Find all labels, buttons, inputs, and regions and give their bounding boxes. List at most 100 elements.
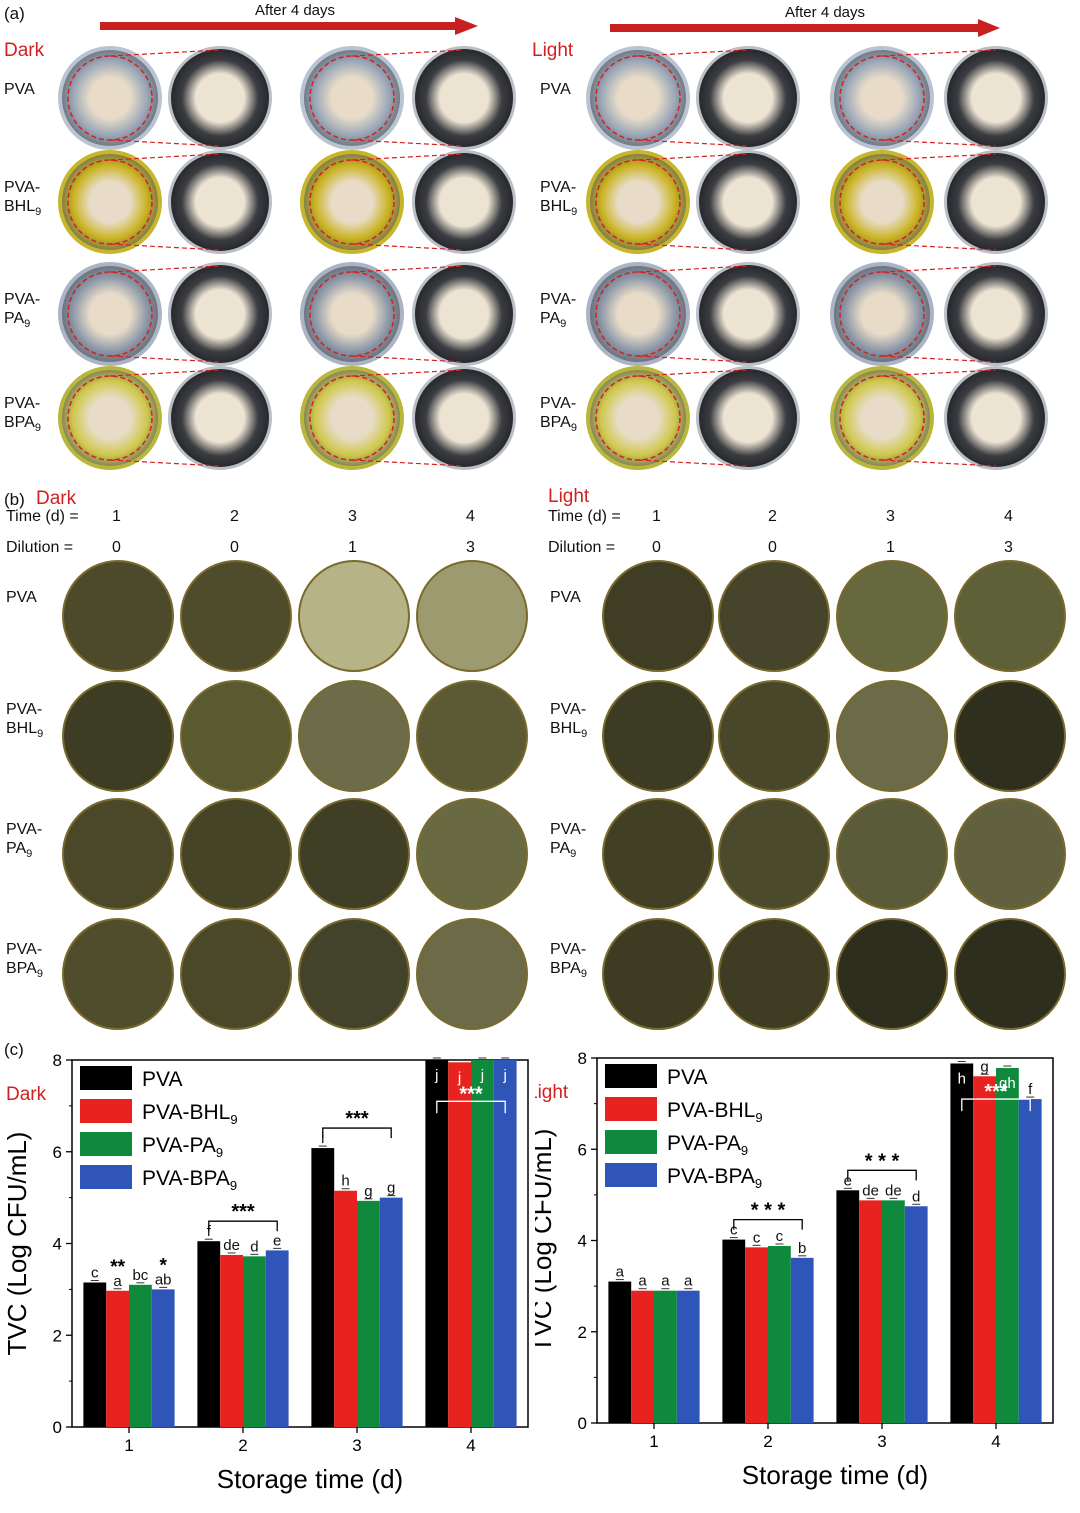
significance-letter: j [503,1067,507,1084]
time-label-dark: Time (d) = [6,508,79,525]
dilution-value-light-3: 3 [1004,539,1013,556]
agar-plate-dark-3-2 [298,918,410,1030]
y-axis-label: TVC (Log CFU/mL) [2,1132,32,1356]
a-row-label-light-2-main: PVA- [540,291,577,308]
zoom-line-top-light-2-2 [881,265,997,273]
zoom-line-top-light-3-0 [637,369,749,377]
b-row-label-light-0: PVA [550,588,581,607]
significance-letter: c [730,1222,738,1239]
bar-PVA-PA9-3 [882,1200,905,1423]
b-row-label-light-0-main: PVA [550,589,581,606]
x-tick-label: 2 [763,1432,772,1451]
legend-label-2: PVA-PA9 [667,1132,748,1158]
significance-stars: * [159,1255,167,1276]
bar-PVA-PA9-4 [471,1060,494,1427]
agar-plate-dark-0-3 [416,560,528,672]
b-row-label-dark-2-sub: PA9 [6,840,33,861]
zoom-line-bottom-dark-0-2 [351,139,465,147]
zoom-line-bottom-dark-3-0 [109,459,221,467]
agar-plate-light-3-0 [602,918,714,1030]
film-dish-light-2-0 [586,262,690,366]
bar-PVA-BHL9-1 [106,1290,129,1427]
legend-label-1: PVA-BHL9 [142,1101,238,1127]
bar-PVA-PA9-2 [768,1245,791,1423]
significance-letter: c [776,1228,784,1245]
b-row-label-light-1-sub: BHL9 [550,720,588,741]
time-value-light-0: 1 [652,508,661,525]
film-dish-light-1-0 [586,150,690,254]
significance-letter: a [638,1273,647,1290]
dilution-value-dark-3: 3 [466,539,475,556]
film-dish-dark-3-0 [58,366,162,470]
x-axis-label: Storage time (d) [742,1460,928,1490]
film-dish-dark-3-3 [412,366,516,470]
x-tick-label: 4 [466,1436,475,1455]
agar-plate-light-3-2 [836,918,948,1030]
y-tick-label: 8 [578,1049,587,1068]
bar-PVA-BHL9-4 [973,1076,996,1423]
bar-PVA-BPA9-2 [790,1257,814,1423]
bar-PVA-3 [836,1190,860,1423]
legend-label-0: PVA [667,1066,707,1089]
x-tick-label: 3 [352,1436,361,1455]
film-dish-dark-0-1 [168,46,272,150]
a-row-label-dark-0: PVA [4,80,35,99]
legend-swatch-3 [605,1163,657,1187]
agar-plate-light-1-3 [954,680,1066,792]
dilution-value-dark-2: 1 [348,539,357,556]
legend-label-3: PVA-BPA9 [667,1165,762,1191]
zoom-line-bottom-dark-3-2 [351,459,465,467]
significance-bracket [961,1098,1031,1112]
a-row-label-light-3-main: PVA- [540,395,577,412]
significance-stars: *** [231,1201,255,1223]
film-dish-dark-3-2 [300,366,404,470]
significance-letter: c [753,1229,761,1246]
agar-plate-light-2-2 [836,798,948,910]
time-value-light-1: 2 [768,508,777,525]
y-tick-label: 4 [578,1232,587,1251]
dilution-value-dark-0: 0 [112,539,121,556]
agar-plate-light-0-3 [954,560,1066,672]
zoom-line-bottom-light-0-0 [637,139,749,147]
significance-letter: e [844,1172,852,1189]
bar-PVA-BHL9-3 [859,1200,882,1423]
after-days-label-light: After 4 days [784,4,866,21]
film-dish-dark-0-2 [300,46,404,150]
y-tick-label: 8 [53,1051,62,1070]
b-row-label-light-2-sub: PA9 [550,840,577,861]
b-row-label-dark-0: PVA [6,588,37,607]
agar-plate-dark-3-3 [416,918,528,1030]
y-axis-label: TVC (Log CFU/mL) [535,1129,557,1353]
film-dish-light-2-1 [696,262,800,366]
panel-a-label: (a) [4,4,25,23]
bar-PVA-3 [311,1148,335,1427]
bar-PVA-BPA9-4 [493,1060,517,1427]
agar-plate-dark-3-1 [180,918,292,1030]
legend-swatch-3 [80,1165,132,1189]
film-dish-light-0-0 [586,46,690,150]
a-row-label-dark-0-main: PVA [4,81,35,98]
a-row-label-dark-3-sub: BPA9 [4,414,41,435]
zoom-line-bottom-light-0-2 [881,139,997,147]
zoom-circle-light-2-0 [595,271,681,357]
film-dish-dark-3-1 [168,366,272,470]
significance-bracket [436,1100,506,1114]
time-value-dark-3: 4 [466,508,475,525]
b-row-label-light-2-main: PVA- [550,821,587,838]
significance-letter: f [207,1223,212,1240]
film-dish-light-1-1 [696,150,800,254]
film-dish-light-1-3 [944,150,1048,254]
significance-stars: * * * [865,1150,900,1172]
agar-plate-light-3-1 [718,918,830,1030]
significance-bracket [847,1169,917,1181]
dilution-value-light-0: 0 [652,539,661,556]
x-tick-label: 4 [991,1432,1000,1451]
significance-letter: h [958,1070,966,1087]
b-row-label-dark-3: PVA- BPA9 [6,940,43,984]
time-value-light-3: 4 [1004,508,1013,525]
zoom-line-bottom-dark-2-0 [109,355,221,363]
bar-PVA-1 [83,1282,107,1427]
significance-letter: de [223,1237,240,1254]
b-row-label-light-2: PVA- PA9 [550,820,586,864]
zoom-circle-dark-1-0 [67,159,153,245]
